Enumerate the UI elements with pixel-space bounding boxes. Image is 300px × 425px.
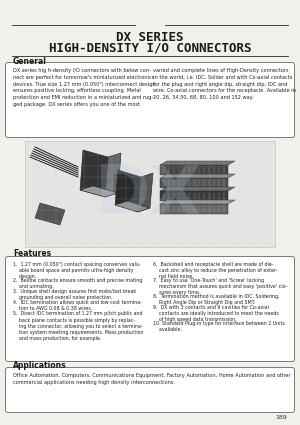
Polygon shape (80, 150, 108, 197)
Polygon shape (160, 200, 235, 204)
Text: Applications: Applications (13, 360, 67, 369)
Polygon shape (138, 173, 153, 212)
Text: 1.  1.27 mm (0.050") contact spacing conserves valu-
    able board space and pe: 1. 1.27 mm (0.050") contact spacing cons… (13, 262, 141, 279)
Polygon shape (35, 203, 65, 225)
Polygon shape (115, 170, 141, 212)
Text: DX SERIES: DX SERIES (116, 31, 184, 43)
FancyBboxPatch shape (5, 368, 295, 413)
Text: 7.  Easy to use 'One-Touch' and 'Screw' locking
    mechanism that assures quick: 7. Easy to use 'One-Touch' and 'Screw' l… (153, 278, 287, 295)
Text: 4.  IDC termination allows quick and low cost termina-
    tion to AWG 0.08 & 0.: 4. IDC termination allows quick and low … (13, 300, 142, 312)
Text: varied and complete lines of High-Density connectors
in the world, i.e. IDC, Sol: varied and complete lines of High-Densit… (153, 68, 296, 100)
Text: 8.  Termination method is available in IDC, Soldering,
    Right Angle Dip or St: 8. Termination method is available in ID… (153, 294, 280, 305)
Polygon shape (160, 174, 235, 178)
Text: Features: Features (13, 249, 51, 258)
Polygon shape (160, 187, 235, 191)
Polygon shape (160, 165, 228, 175)
Polygon shape (160, 191, 228, 201)
Text: 3.  Unique shell design assures first mate/last break
    grounding and overall : 3. Unique shell design assures first mat… (13, 289, 136, 300)
Text: 5.  Direct IDC termination of 1.27 mm pitch public and
    back plane contacts i: 5. Direct IDC termination of 1.27 mm pit… (13, 312, 143, 341)
Polygon shape (160, 161, 235, 165)
FancyBboxPatch shape (5, 257, 295, 362)
Polygon shape (160, 178, 228, 188)
Polygon shape (105, 153, 121, 197)
Text: 6.  Backshell and receptacle shell are made of die-
    cast zinc alloy to reduc: 6. Backshell and receptacle shell are ma… (153, 262, 278, 279)
Text: 2.  Bellow contacts ensure smooth and precise mating
    and unmating.: 2. Bellow contacts ensure smooth and pre… (13, 278, 142, 289)
Polygon shape (160, 204, 228, 214)
Bar (25, 141, 275, 247)
Polygon shape (115, 201, 150, 212)
FancyBboxPatch shape (5, 62, 295, 138)
Text: General: General (13, 57, 47, 65)
Text: Office Automation, Computers, Communications Equipment, Factory Automation, Home: Office Automation, Computers, Communicat… (13, 373, 290, 385)
Text: 189: 189 (275, 415, 287, 420)
Text: HIGH-DENSITY I/O CONNECTORS: HIGH-DENSITY I/O CONNECTORS (49, 42, 251, 54)
Text: 9.  DX with 3 contacts and 9 cavities for Co-axial
    contacts are ideally intr: 9. DX with 3 contacts and 9 cavities for… (153, 305, 279, 322)
Text: 10. Standard Plug-in type for interface between 2 Units
    available.: 10. Standard Plug-in type for interface … (153, 320, 285, 332)
Text: DX: DX (94, 162, 201, 228)
Text: DX series hig h-density I/O connectors with below con-
nect are perfect for tomo: DX series hig h-density I/O connectors w… (13, 68, 155, 107)
Polygon shape (80, 186, 118, 197)
